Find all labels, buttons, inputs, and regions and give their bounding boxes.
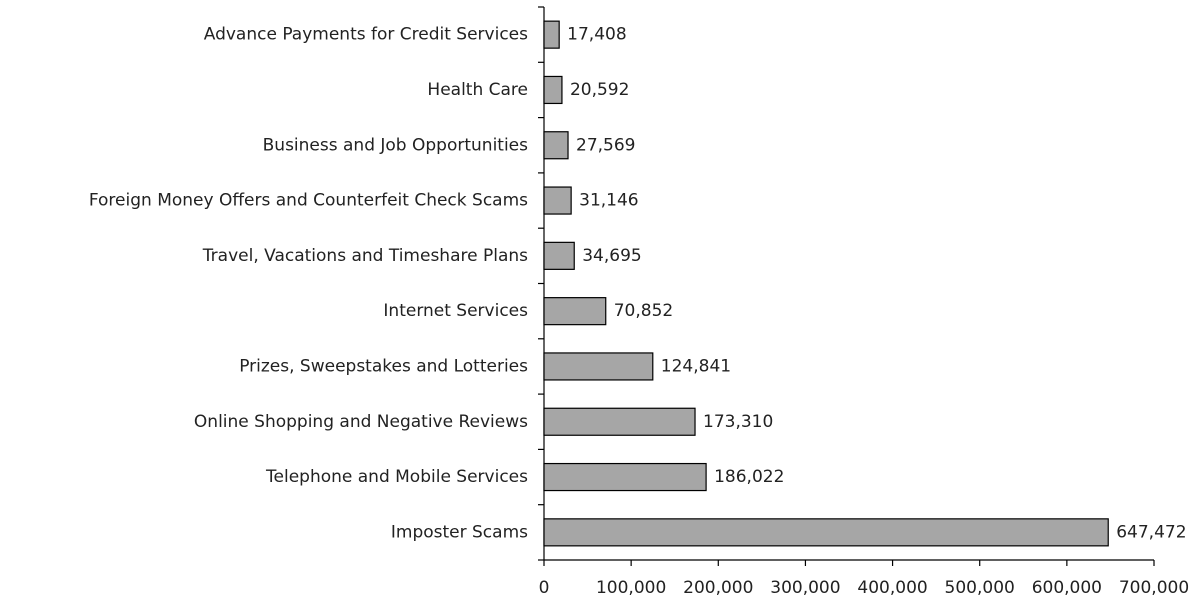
bar [543, 241, 575, 270]
y-tick-label: Foreign Money Offers and Counterfeit Che… [89, 191, 528, 211]
bar [543, 462, 707, 492]
value-label: 70,852 [614, 301, 673, 321]
y-tick-label: Online Shopping and Negative Reviews [194, 412, 528, 432]
y-tick-label: Business and Job Opportunities [263, 135, 529, 155]
x-tick-label: 100,000 [596, 578, 666, 598]
value-label: 34,695 [582, 246, 641, 266]
y-tick-label: Imposter Scams [391, 522, 528, 542]
bar [543, 20, 560, 49]
value-label: 17,408 [567, 25, 626, 45]
x-tick-label: 500,000 [945, 578, 1015, 598]
y-tick-label: Telephone and Mobile Services [265, 467, 528, 487]
bar [543, 131, 569, 160]
bar [543, 352, 654, 381]
y-tick-label: Prizes, Sweepstakes and Lotteries [239, 356, 528, 376]
x-tick-label: 300,000 [770, 578, 840, 598]
value-label: 20,592 [570, 80, 629, 100]
value-label: 27,569 [576, 135, 635, 155]
x-tick-label: 0 [539, 578, 550, 598]
x-tick-label: 700,000 [1119, 578, 1189, 598]
bar [543, 407, 696, 436]
value-label: 186,022 [714, 467, 784, 487]
y-tick-label: Health Care [427, 80, 528, 100]
y-tick-label: Travel, Vacations and Timeshare Plans [202, 246, 528, 266]
bar [543, 297, 607, 326]
x-tick-label: 200,000 [683, 578, 753, 598]
value-label: 124,841 [661, 356, 731, 376]
y-tick-label: Advance Payments for Credit Services [204, 25, 528, 45]
y-tick-label: Internet Services [383, 301, 528, 321]
bar [543, 75, 563, 105]
bar [543, 186, 572, 215]
value-label: 647,472 [1116, 522, 1186, 542]
value-label: 173,310 [703, 412, 773, 432]
x-tick-label: 600,000 [1032, 578, 1102, 598]
x-tick-label: 400,000 [857, 578, 927, 598]
value-label: 31,146 [579, 191, 638, 211]
bar [543, 518, 1109, 547]
